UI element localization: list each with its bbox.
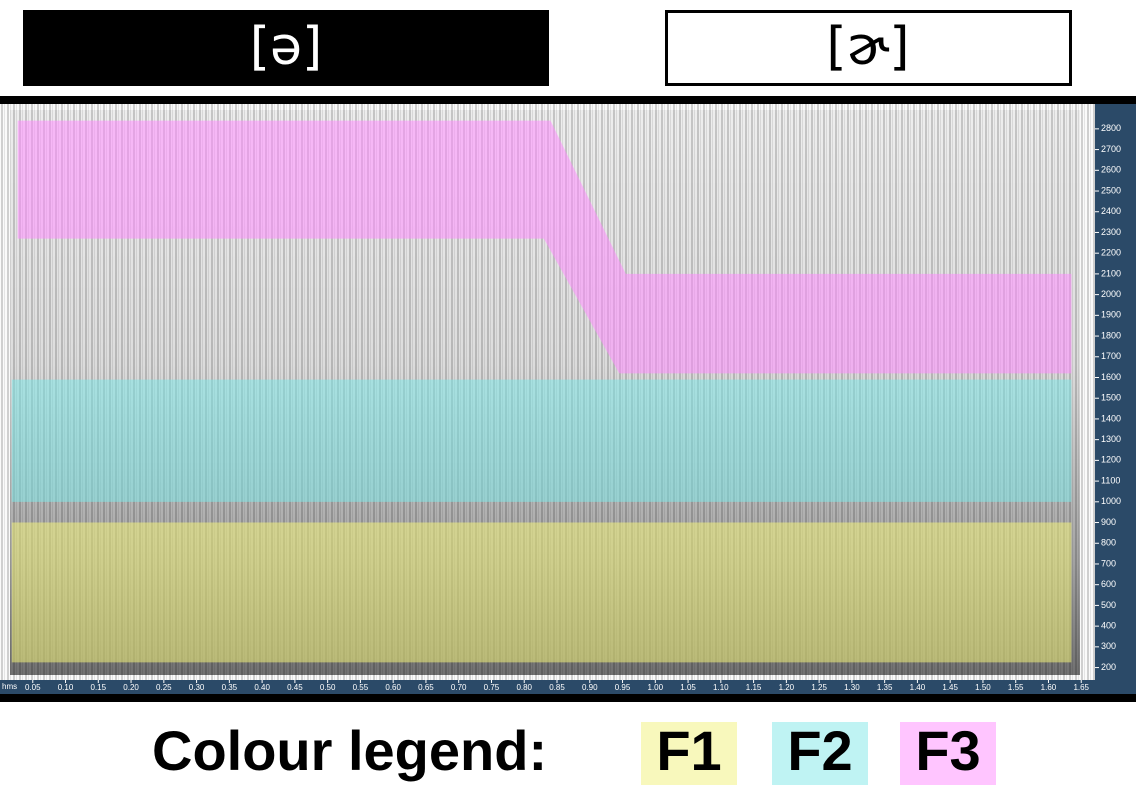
legend-label: F1 <box>656 719 721 782</box>
x-tick-label: 1.60 <box>1041 683 1057 692</box>
divider <box>0 694 1136 702</box>
x-tick-label: 0.75 <box>484 683 500 692</box>
divider <box>0 96 1136 104</box>
legend-title: Colour legend: <box>152 719 547 782</box>
y-tick-label: 1800 <box>1101 330 1121 340</box>
y-tick-label: 2800 <box>1101 123 1121 133</box>
x-tick-label: 1.05 <box>680 683 696 692</box>
x-tick-label: 1.50 <box>975 683 991 692</box>
y-tick-label: 1700 <box>1101 351 1121 361</box>
y-tick-label: 2700 <box>1101 144 1121 154</box>
y-tick-label: 800 <box>1101 538 1116 548</box>
y-tick-label: 1300 <box>1101 434 1121 444</box>
y-tick-label: 2400 <box>1101 206 1121 216</box>
segment-box <box>665 10 1072 86</box>
x-tick-label: 0.95 <box>615 683 631 692</box>
x-tick-label: 0.10 <box>58 683 74 692</box>
x-tick-label: 0.85 <box>549 683 565 692</box>
x-tick-label: 0.05 <box>25 683 41 692</box>
formant-band <box>17 120 1072 374</box>
x-tick-label: 1.40 <box>910 683 926 692</box>
x-tick-label: 0.55 <box>353 683 369 692</box>
legend-label: F3 <box>915 719 980 782</box>
segment-box <box>23 10 549 86</box>
y-tick-label: 2300 <box>1101 227 1121 237</box>
y-tick-label: 400 <box>1101 621 1116 631</box>
x-tick-label: 1.45 <box>942 683 958 692</box>
x-tick-label: 1.25 <box>811 683 827 692</box>
y-tick-label: 1200 <box>1101 455 1121 465</box>
x-tick-label: 1.30 <box>844 683 860 692</box>
y-tick-label: 600 <box>1101 579 1116 589</box>
x-tick-label: 0.40 <box>254 683 270 692</box>
y-tick-label: 700 <box>1101 558 1116 568</box>
x-tick-label: 1.65 <box>1073 683 1089 692</box>
x-tick-label: 0.45 <box>287 683 303 692</box>
formant-band <box>11 379 1072 502</box>
x-tick-label: 0.80 <box>516 683 532 692</box>
formant-band <box>11 522 1072 663</box>
y-tick-label: 1000 <box>1101 496 1121 506</box>
legend-swatch <box>641 722 737 785</box>
x-tick-label: 1.20 <box>779 683 795 692</box>
y-tick-label: 200 <box>1101 662 1116 672</box>
x-tick-label: 1.35 <box>877 683 893 692</box>
y-tick-label: 2500 <box>1101 185 1121 195</box>
y-tick-label: 2200 <box>1101 248 1121 258</box>
x-tick-label: 0.25 <box>156 683 172 692</box>
x-tick-label: 0.60 <box>385 683 401 692</box>
legend-swatch <box>900 722 996 785</box>
x-tick-label: 1.55 <box>1008 683 1024 692</box>
y-tick-label: 1600 <box>1101 372 1121 382</box>
y-tick-label: 1100 <box>1101 475 1120 485</box>
x-tick-label: 0.30 <box>189 683 205 692</box>
x-tick-label: 0.20 <box>123 683 139 692</box>
x-unit-label: hms <box>2 682 17 691</box>
y-tick-label: 300 <box>1101 641 1116 651</box>
x-tick-label: 0.70 <box>451 683 467 692</box>
y-tick-label: 1500 <box>1101 393 1121 403</box>
legend-swatch <box>772 722 868 785</box>
y-tick-label: 2600 <box>1101 165 1121 175</box>
y-tick-label: 1400 <box>1101 413 1121 423</box>
x-tick-label: 0.15 <box>91 683 107 692</box>
y-tick-label: 500 <box>1101 600 1116 610</box>
x-tick-label: 0.50 <box>320 683 336 692</box>
segment-label: [ə] <box>250 17 323 77</box>
y-tick-label: 1900 <box>1101 310 1121 320</box>
legend-label: F2 <box>787 719 852 782</box>
x-tick-label: 0.35 <box>222 683 238 692</box>
y-tick-label: 900 <box>1101 517 1116 527</box>
x-tick-label: 0.65 <box>418 683 434 692</box>
x-tick-label: 0.90 <box>582 683 598 692</box>
y-tick-label: 2100 <box>1101 268 1121 278</box>
x-tick-label: 1.10 <box>713 683 729 692</box>
x-axis-panel <box>0 680 1095 694</box>
segment-label: [ɚ] <box>826 17 909 77</box>
y-axis-panel <box>1095 104 1136 694</box>
y-tick-label: 2000 <box>1101 289 1121 299</box>
x-tick-label: 1.15 <box>746 683 762 692</box>
x-tick-label: 1.00 <box>648 683 664 692</box>
